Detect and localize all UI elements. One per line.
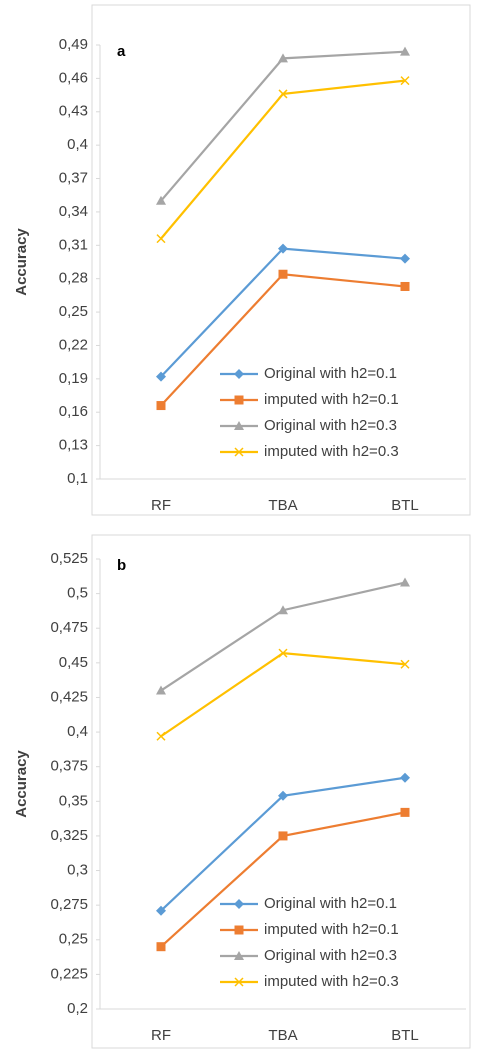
y-tick-label: 0,31 (59, 236, 88, 253)
y-tick-label: 0,3 (67, 862, 88, 879)
x-tick-label: BTL (391, 497, 419, 514)
y-tick-label: 0,46 (59, 69, 88, 86)
panel-label: b (117, 557, 126, 574)
series-line (160, 247, 406, 378)
y-tick-label: 0,4 (67, 136, 88, 153)
data-point (278, 648, 288, 658)
y-tick-label: 0,225 (50, 965, 88, 982)
series-line (160, 273, 406, 407)
x-tick-label: RF (151, 497, 171, 514)
y-tick-label: 0,275 (50, 896, 88, 913)
y-tick-label: 0,35 (59, 792, 88, 809)
y-tick-label: 0,49 (59, 36, 88, 53)
y-tick-label: 0,4 (67, 723, 88, 740)
y-tick-label: 0,325 (50, 827, 88, 844)
legend-marker (234, 447, 244, 457)
data-point (278, 269, 288, 279)
y-tick-label: 0,34 (59, 203, 88, 220)
data-point (278, 605, 288, 615)
y-tick-label: 0,1 (67, 470, 88, 487)
data-point (156, 685, 166, 695)
legend-marker (234, 977, 244, 987)
x-tick-label: TBA (268, 1027, 297, 1044)
legend-marker (234, 395, 244, 405)
data-point (278, 53, 288, 63)
x-tick-label: TBA (268, 497, 297, 514)
legend-label: Original with h2=0.3 (264, 417, 397, 434)
chart-frame (91, 534, 471, 1049)
data-point (278, 790, 288, 801)
y-tick-label: 0,2 (67, 1000, 88, 1017)
data-point (278, 89, 288, 99)
y-tick-label: 0,525 (50, 550, 88, 567)
y-tick-label: 0,375 (50, 758, 88, 775)
data-point (156, 401, 166, 411)
data-point (400, 46, 410, 56)
data-point (400, 577, 410, 587)
y-tick-label: 0,22 (59, 336, 88, 353)
data-point (156, 731, 166, 741)
legend-label: Original with h2=0.1 (264, 895, 397, 912)
data-point (400, 76, 410, 86)
legend-marker (234, 925, 244, 935)
y-tick-label: 0,28 (59, 270, 88, 287)
data-point (400, 772, 410, 783)
legend-label: imputed with h2=0.1 (264, 391, 399, 408)
legend-label: Original with h2=0.1 (264, 365, 397, 382)
y-tick-label: 0,475 (50, 619, 88, 636)
series-line (160, 50, 406, 202)
data-point (278, 831, 288, 841)
data-point (156, 234, 166, 244)
data-point (156, 195, 166, 205)
x-tick-label: BTL (391, 1027, 419, 1044)
y-tick-label: 0,5 (67, 585, 88, 602)
legend-label: imputed with h2=0.3 (264, 973, 399, 990)
legend-label: imputed with h2=0.1 (264, 921, 399, 938)
y-tick-label: 0,25 (59, 303, 88, 320)
y-tick-label: 0,37 (59, 170, 88, 187)
y-tick-label: 0,45 (59, 654, 88, 671)
data-point (278, 243, 288, 254)
legend-marker (234, 951, 244, 960)
panel-label: a (117, 43, 126, 60)
legend-marker (234, 421, 244, 430)
data-point (156, 905, 166, 916)
y-axis-label: Accuracy (13, 750, 30, 818)
data-point (400, 281, 410, 291)
y-tick-label: 0,25 (59, 931, 88, 948)
legend-marker (234, 369, 244, 379)
data-point (156, 942, 166, 952)
y-tick-label: 0,425 (50, 688, 88, 705)
legend-label: Original with h2=0.3 (264, 947, 397, 964)
data-point (400, 253, 410, 264)
y-axis-label: Accuracy (13, 228, 30, 296)
y-tick-label: 0,19 (59, 370, 88, 387)
x-tick-label: RF (151, 1027, 171, 1044)
y-tick-label: 0,43 (59, 103, 88, 120)
legend-marker (234, 899, 244, 909)
series-line (160, 581, 406, 692)
data-point (400, 807, 410, 817)
data-point (400, 659, 410, 669)
chart-frame (91, 4, 471, 516)
y-tick-label: 0,16 (59, 403, 88, 420)
data-point (156, 371, 166, 382)
y-tick-label: 0,13 (59, 437, 88, 454)
legend-label: imputed with h2=0.3 (264, 443, 399, 460)
